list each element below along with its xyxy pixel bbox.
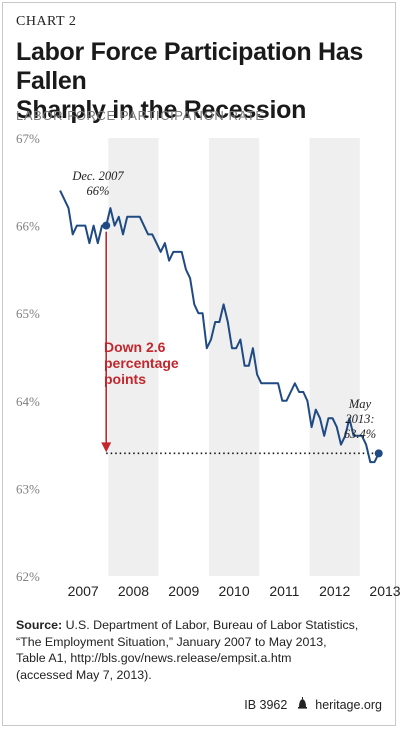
x-tick-label: 2010 — [218, 583, 249, 599]
series-line — [59, 190, 380, 464]
source-line-3: Table A1, http://bls.gov/news.release/em… — [16, 651, 292, 665]
end-point-marker — [374, 449, 383, 458]
source-line-1: U.S. Department of Labor, Bureau of Labo… — [65, 618, 359, 632]
x-tick-label: 2009 — [168, 583, 199, 599]
chart-title-line-2: Sharply in the Recession — [16, 96, 307, 124]
y-tick-label: 62% — [16, 569, 40, 584]
end-annotation-line-2: 2013: — [345, 412, 374, 426]
site-name: heritage.org — [315, 698, 382, 712]
ib-number: IB 3962 — [244, 698, 288, 712]
year-band-2012 — [309, 138, 360, 576]
liberty-bell-icon — [297, 697, 308, 712]
x-tick-label: 2011 — [269, 583, 299, 599]
x-tick-label: 2012 — [319, 583, 350, 599]
source-label: Source: — [16, 618, 63, 632]
chart-title-line-1: Labor Force Participation Has Fallen — [16, 38, 363, 95]
end-annotation-line-1: May — [348, 397, 372, 411]
drop-annotation-line-3: points — [104, 371, 146, 387]
chart-subtitle: LABOR FORCE PARTICIPATION RATE — [16, 108, 265, 123]
y-tick-label: 63% — [16, 481, 40, 496]
footer: IB 3962 heritage.org — [244, 697, 382, 712]
drop-arrow-head — [101, 442, 112, 453]
chart-frame — [2, 2, 396, 726]
chart-title: Labor Force Participation Has Fallen Sha… — [16, 38, 386, 125]
y-tick-label: 66% — [16, 219, 40, 234]
start-annotation-line-2: 66% — [87, 184, 110, 198]
chart-number-label: CHART 2 — [16, 14, 77, 29]
end-annotation-line-3: 63.4% — [344, 427, 376, 441]
source-note: Source: U.S. Department of Labor, Bureau… — [16, 617, 376, 683]
x-tick-label: 2007 — [68, 583, 99, 599]
y-tick-label: 65% — [16, 306, 40, 321]
drop-annotation-line-1: Down 2.6 — [104, 339, 166, 355]
drop-annotation-line-2: percentage — [104, 355, 179, 371]
y-tick-label: 67% — [16, 131, 40, 146]
start-annotation-line-1: Dec. 2007 — [71, 169, 124, 183]
y-tick-label: 64% — [16, 394, 40, 409]
x-tick-label: 2008 — [118, 583, 149, 599]
year-band-2008 — [108, 138, 159, 576]
source-line-2: “The Employment Situation,” January 2007… — [16, 634, 327, 649]
x-tick-label: 2013 — [369, 583, 400, 599]
start-point-marker — [102, 221, 111, 230]
source-line-4: (accessed May 7, 2013). — [16, 667, 152, 682]
